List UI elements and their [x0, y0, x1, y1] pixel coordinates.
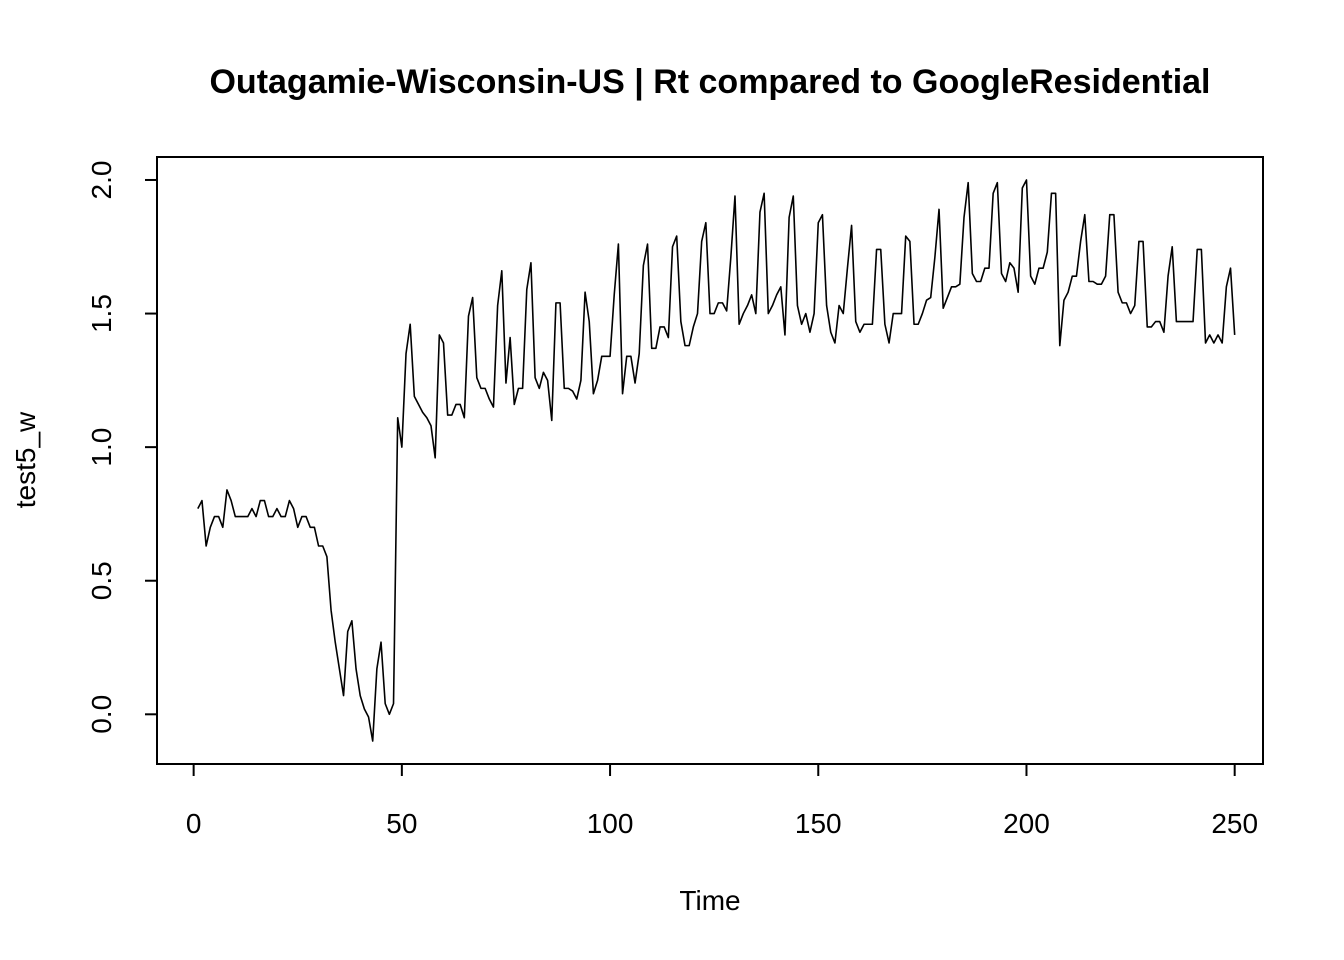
x-tick-label: 100: [587, 808, 634, 839]
y-axis: 0.0 0.5 1.0 1.5 2.0: [86, 161, 158, 734]
series-line: [197, 179, 1236, 742]
x-tick-label: 150: [795, 808, 842, 839]
x-tick-label: 250: [1211, 808, 1258, 839]
y-tick-label: 1.0: [86, 428, 117, 467]
plot-frame: [156, 156, 1264, 765]
y-tick-label: 0.0: [86, 695, 117, 734]
chart-title: Outagamie-Wisconsin-US | Rt compared to …: [209, 63, 1210, 101]
y-tick-label: 1.5: [86, 294, 117, 333]
x-tick-label: 200: [1003, 808, 1050, 839]
x-tick-label: 0: [186, 808, 202, 839]
y-tick-label: 2.0: [86, 161, 117, 200]
y-axis-label: test5_w: [10, 411, 41, 508]
x-tick-label: 50: [386, 808, 417, 839]
x-axis: 0 50 100 150 200 250: [186, 763, 1258, 839]
x-axis-label: Time: [679, 885, 740, 916]
y-tick-label: 0.5: [86, 561, 117, 600]
